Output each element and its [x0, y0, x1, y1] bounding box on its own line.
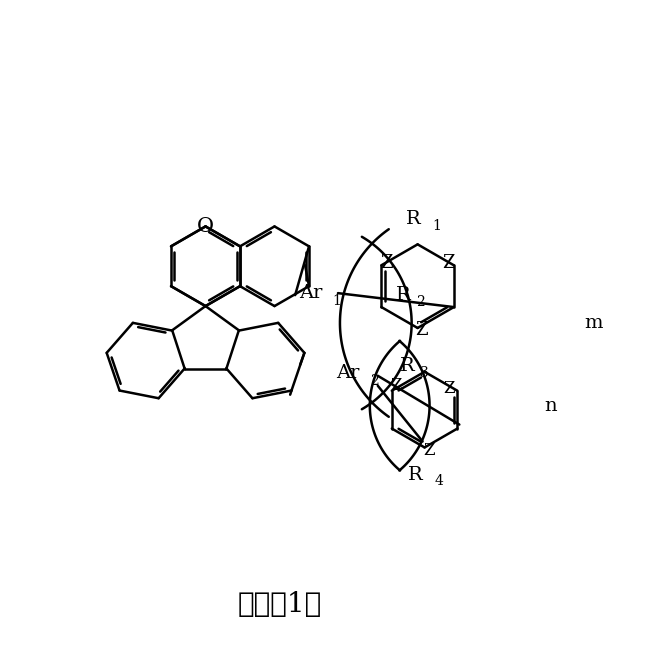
Text: 2: 2 [370, 374, 379, 388]
Text: 通式（1）: 通式（1） [238, 591, 322, 618]
Text: Z: Z [415, 321, 428, 339]
Text: 1: 1 [332, 294, 341, 308]
Text: 1: 1 [432, 220, 441, 233]
Text: m: m [584, 314, 603, 332]
Text: R: R [400, 357, 415, 375]
Text: 3: 3 [420, 365, 428, 380]
Text: 2: 2 [416, 295, 425, 309]
Text: n: n [544, 397, 557, 415]
Text: Ar: Ar [337, 364, 360, 382]
Text: Z: Z [423, 442, 434, 459]
Text: 4: 4 [434, 474, 443, 489]
Text: R: R [396, 286, 411, 304]
Text: Ar: Ar [299, 284, 322, 302]
Text: Z: Z [443, 380, 455, 397]
Text: Z: Z [443, 254, 455, 272]
Text: R: R [408, 467, 422, 484]
Text: Z: Z [390, 377, 402, 394]
Text: O: O [197, 217, 214, 236]
Text: R: R [406, 211, 421, 229]
Text: Z: Z [380, 254, 393, 272]
